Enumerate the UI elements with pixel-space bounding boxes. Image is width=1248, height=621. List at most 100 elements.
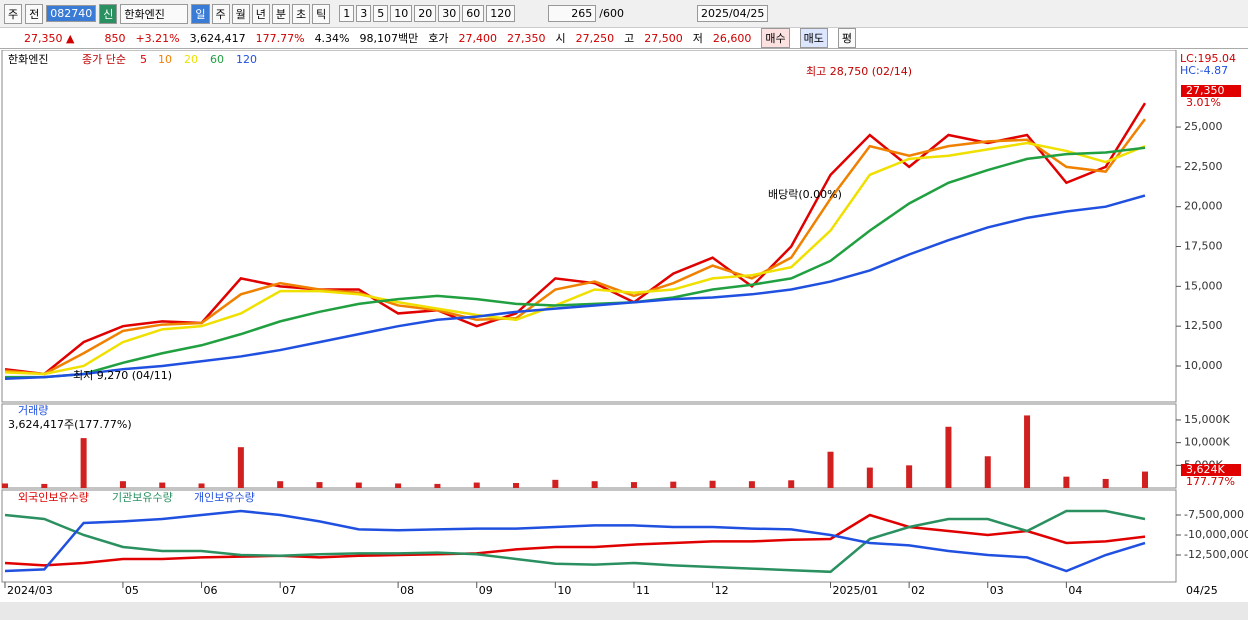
last-rate: 3.01% — [1186, 96, 1221, 109]
interval-button[interactable]: 20 — [414, 5, 437, 22]
volume-bar — [80, 438, 87, 488]
annotation: 최고 28,750 (02/14) — [806, 65, 912, 78]
stock-name: 한화엔진 — [120, 3, 189, 24]
last-volume-rate: 177.77% — [1186, 475, 1235, 488]
period-button[interactable]: 일 — [191, 3, 210, 24]
volume-bar — [591, 481, 598, 488]
series-line — [5, 146, 1146, 379]
volume-bar — [159, 482, 166, 488]
date-input[interactable]: 2025/04/25 — [696, 5, 769, 22]
volume-bar — [748, 481, 755, 488]
period-button[interactable]: 틱 — [312, 3, 331, 24]
lc-label: LC:195.04 — [1180, 52, 1236, 65]
badge: 신 — [99, 3, 118, 24]
buy-button[interactable]: 매수 — [761, 28, 790, 48]
x-tick-label: 09 — [479, 584, 493, 597]
last-date: 04/25 — [1186, 584, 1218, 597]
y-tick-label: 15,000 — [1184, 279, 1223, 292]
legend-entry: 120 — [236, 53, 257, 66]
interval-button[interactable]: 5 — [373, 5, 389, 22]
legend-entry: 10 — [158, 53, 172, 66]
volume-bar — [906, 465, 913, 488]
low-label: 저 — [692, 32, 703, 45]
volume-bar — [277, 481, 284, 488]
ask: 27,400 — [458, 31, 498, 45]
x-tick-label: 11 — [636, 584, 650, 597]
legend-entry: 외국인보유수량 — [18, 491, 89, 504]
legend-entry: 5 — [140, 53, 147, 66]
volume-bar — [355, 482, 362, 488]
volume-bar — [866, 467, 873, 488]
code-input[interactable]: 082740 — [46, 5, 97, 22]
scope-select[interactable]: 전 — [25, 3, 44, 24]
volume-bar — [513, 483, 520, 488]
x-tick-label: 06 — [204, 584, 218, 597]
y-tick-label: 10,000 — [1184, 359, 1223, 372]
y-tick-label: 22,500 — [1184, 160, 1223, 173]
x-tick-label: 2025/01 — [833, 584, 879, 597]
annotation: 배당락(0.00%) — [768, 188, 842, 201]
eval-button[interactable]: 평 — [837, 28, 856, 48]
volume-bar — [788, 480, 795, 488]
interval-button[interactable]: 30 — [438, 5, 461, 22]
amount: 98,107백만 — [359, 32, 419, 45]
x-tick-label: 2024/03 — [7, 584, 53, 597]
bid: 27,350 — [507, 31, 546, 45]
volume-bar — [1063, 476, 1070, 488]
interval-button[interactable]: 10 — [390, 5, 413, 22]
volume-title: 거래량 — [18, 404, 48, 417]
count-max: /600 — [599, 7, 624, 20]
scrollbar[interactable] — [0, 602, 1248, 620]
hc-label: HC:-4.87 — [1180, 64, 1228, 77]
legend-label: 종가 단순 — [82, 53, 126, 66]
volume: 3,624,417 — [189, 31, 246, 45]
legend-entry: 개인보유수량 — [194, 491, 255, 504]
period-button[interactable]: 분 — [271, 3, 290, 24]
interval-button[interactable]: 3 — [356, 5, 372, 22]
interval-group: 1 3 5 10 20 30 60 120 — [339, 5, 516, 22]
series-line — [4, 118, 1147, 376]
y-tick-label: -7,500,000 — [1184, 508, 1244, 521]
x-tick-label: 04 — [1068, 584, 1082, 597]
price-panel — [1, 50, 1177, 403]
period-button[interactable]: 주 — [211, 3, 230, 24]
market-select[interactable]: 주 — [4, 3, 23, 24]
volume-bar — [41, 483, 48, 488]
y-tick-label: 10,000K — [1184, 436, 1230, 449]
open-label: 시 — [555, 32, 566, 45]
series-line — [4, 509, 1146, 574]
series-line — [4, 509, 1146, 573]
volume-bar — [198, 483, 205, 488]
x-tick-label: 10 — [557, 584, 571, 597]
volume-bar — [827, 451, 834, 488]
interval-button[interactable]: 60 — [462, 5, 485, 22]
volume-bar — [237, 447, 244, 488]
volume-bar — [473, 482, 480, 488]
period-button[interactable]: 초 — [292, 3, 311, 24]
period-button[interactable]: 월 — [231, 3, 250, 24]
volume-bar — [945, 426, 952, 488]
x-tick-label: 12 — [715, 584, 729, 597]
volume-bar — [434, 483, 441, 488]
period-button[interactable]: 년 — [251, 3, 270, 24]
legend-entry: 기관보유수량 — [112, 491, 173, 504]
volume-bar — [1142, 471, 1148, 488]
interval-button[interactable]: 120 — [486, 5, 516, 22]
last-volume-box — [1181, 464, 1241, 476]
x-tick-label: 05 — [125, 584, 139, 597]
high: 27,500 — [644, 31, 683, 45]
info-bar: 27,350 ▲ 850 +3.21% 3,624,417 177.77% 4.… — [0, 28, 1248, 49]
sell-button[interactable]: 매도 — [799, 28, 828, 48]
interval-button[interactable]: 1 — [339, 5, 355, 22]
legend-entry: 20 — [184, 53, 198, 66]
volume-bar — [670, 481, 677, 488]
last-volume: 3,624K — [1186, 463, 1225, 476]
volume-bar — [395, 483, 402, 488]
y-tick-label: -12,500,000 — [1184, 548, 1248, 561]
count-input[interactable]: 265 — [548, 5, 597, 22]
y-tick-label: 17,500 — [1184, 240, 1223, 253]
chart-area: 10,000 12,500 15,000 17,500 20,000 22,500 25,0… — [0, 50, 1248, 620]
